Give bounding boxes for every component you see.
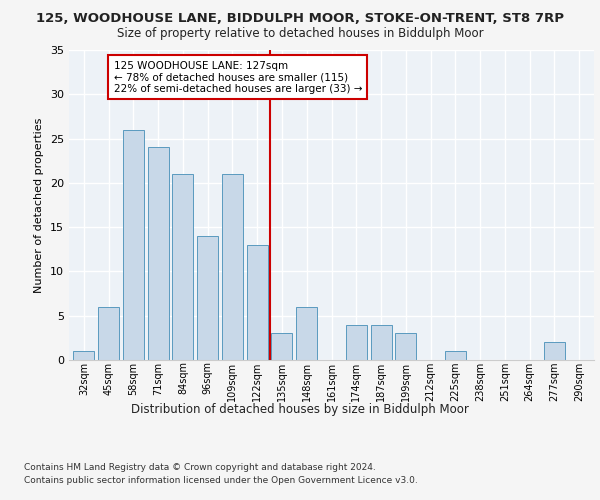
Y-axis label: Number of detached properties: Number of detached properties (34, 118, 44, 292)
Bar (296, 307, 317, 360)
Bar (172, 174, 193, 360)
Bar (445, 351, 466, 360)
Text: Contains HM Land Registry data © Crown copyright and database right 2024.: Contains HM Land Registry data © Crown c… (24, 462, 376, 471)
Bar (98, 307, 119, 360)
Bar (271, 334, 292, 360)
Text: 125 WOODHOUSE LANE: 127sqm
← 78% of detached houses are smaller (115)
22% of sem: 125 WOODHOUSE LANE: 127sqm ← 78% of deta… (113, 60, 362, 94)
Text: Distribution of detached houses by size in Biddulph Moor: Distribution of detached houses by size … (131, 402, 469, 415)
Bar (73, 351, 94, 360)
Bar (197, 236, 218, 360)
Bar (247, 245, 268, 360)
Text: Size of property relative to detached houses in Biddulph Moor: Size of property relative to detached ho… (116, 28, 484, 40)
Text: Contains public sector information licensed under the Open Government Licence v3: Contains public sector information licen… (24, 476, 418, 485)
Bar (346, 324, 367, 360)
Bar (395, 334, 416, 360)
Text: 125, WOODHOUSE LANE, BIDDULPH MOOR, STOKE-ON-TRENT, ST8 7RP: 125, WOODHOUSE LANE, BIDDULPH MOOR, STOK… (36, 12, 564, 26)
Bar (222, 174, 243, 360)
Bar (371, 324, 392, 360)
Bar (544, 342, 565, 360)
Bar (123, 130, 144, 360)
Bar (148, 148, 169, 360)
